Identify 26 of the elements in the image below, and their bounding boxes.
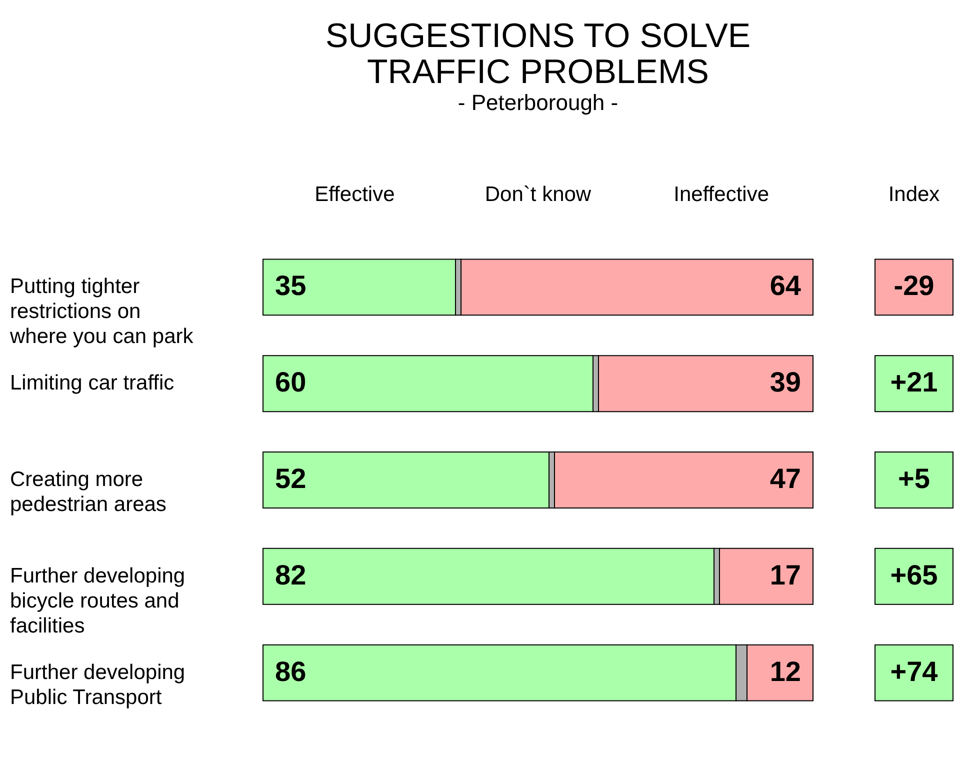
text: +65 xyxy=(890,559,938,590)
data-label: 86 xyxy=(275,656,306,687)
data-label: 39 xyxy=(770,366,801,398)
data-label: 17 xyxy=(770,559,801,590)
text: +21 xyxy=(890,366,938,398)
text: Ineffective xyxy=(674,183,770,206)
data-label: 82 xyxy=(275,559,306,590)
y-tick-label: Putting tighter restrictions on where you can park xyxy=(9,275,194,348)
y-tick-label: Limiting car traffic xyxy=(10,372,174,395)
text: Index xyxy=(888,183,940,206)
text: -29 xyxy=(894,270,934,302)
text: Don`t know xyxy=(484,183,592,206)
data-label: 47 xyxy=(770,463,801,494)
text: +74 xyxy=(890,656,938,687)
data-label: 35 xyxy=(275,270,306,302)
data-label: 52 xyxy=(275,463,306,494)
y-tick-label: Further developing bicycle routes and facilities xyxy=(10,564,186,638)
data-label: 12 xyxy=(770,656,801,687)
data-label: 64 xyxy=(770,270,802,302)
text: Effective xyxy=(314,183,395,206)
chart-title: SUGGESTIONS TO SOLVE TRAFFIC PROBLEMS xyxy=(325,17,751,91)
y-tick-label: Further developing Public Transport xyxy=(10,660,186,709)
y-tick-label: Creating more pedestrian areas xyxy=(10,468,166,516)
chart-subtitle: - Peterborough - xyxy=(458,90,618,115)
data-label: 60 xyxy=(275,366,306,398)
text: +5 xyxy=(898,463,930,494)
